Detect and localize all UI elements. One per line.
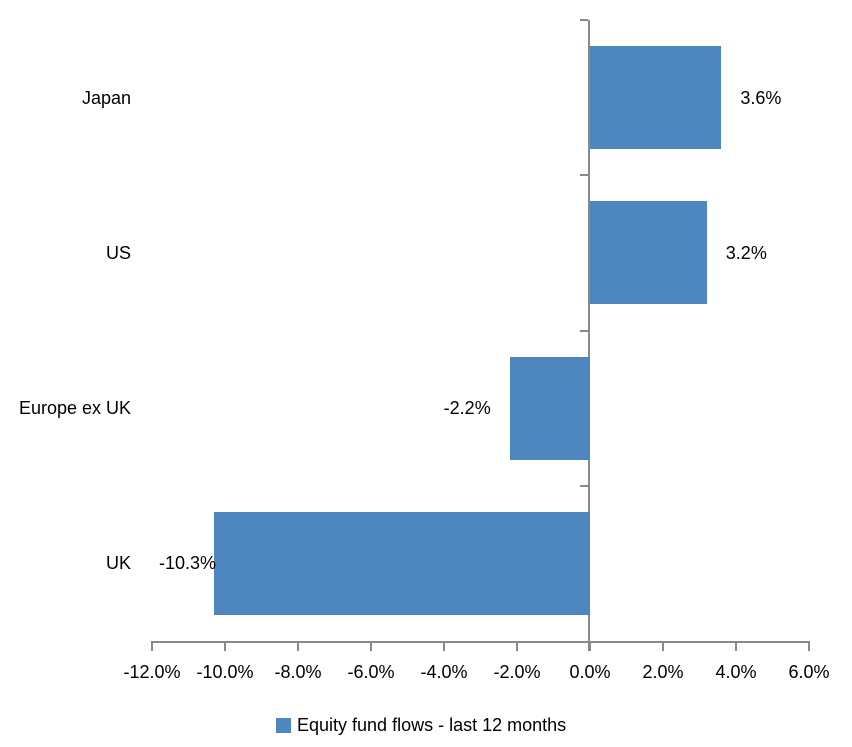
category-label-uk: UK [105,553,131,574]
x-axis-tick [662,641,664,651]
bar-us [590,201,707,305]
x-axis-line [151,641,810,643]
y-axis-tick [580,174,588,177]
x-axis-tick-label: -8.0% [274,662,322,682]
y-axis-tick [580,484,588,487]
legend: Equity fund flows - last 12 months [276,714,566,736]
x-axis-tick-label: 4.0% [715,662,757,682]
x-axis-tick-label: 0.0% [569,662,611,682]
x-axis-tick-label: 6.0% [788,662,830,682]
category-label-us: US [105,242,131,263]
x-axis-tick [151,641,153,651]
x-axis-tick [370,641,372,651]
x-axis-tick [297,641,299,651]
x-axis-tick-label: -10.0% [196,662,254,682]
bar-europe-ex-uk [509,356,590,460]
x-axis-tick [443,641,445,651]
x-axis-tick [589,641,591,651]
data-label-japan: 3.6% [740,87,782,108]
y-axis-line [588,20,590,651]
x-axis-tick [808,641,810,651]
x-axis-tick [224,641,226,651]
data-label-uk: -10.3% [159,553,217,574]
y-axis-tick [580,329,588,332]
bar-uk [214,511,590,615]
x-axis-tick-label: 2.0% [642,662,684,682]
y-axis-tick [580,19,588,21]
bar-japan [590,46,722,150]
x-axis-tick-label: -2.0% [493,662,541,682]
x-axis-tick [735,641,737,651]
category-label-europe-ex-uk: Europe ex UK [18,398,131,419]
x-axis-tick-label: -12.0% [123,662,181,682]
legend-label: Equity fund flows - last 12 months [297,715,567,735]
x-axis-tick [516,641,518,651]
category-label-japan: Japan [81,87,131,108]
x-axis-tick-label: -4.0% [420,662,468,682]
data-label-us: 3.2% [725,242,767,263]
x-axis-tick-label: -6.0% [347,662,395,682]
legend-swatch-icon [276,717,291,733]
data-label-europe-ex-uk: -2.2% [443,398,491,419]
